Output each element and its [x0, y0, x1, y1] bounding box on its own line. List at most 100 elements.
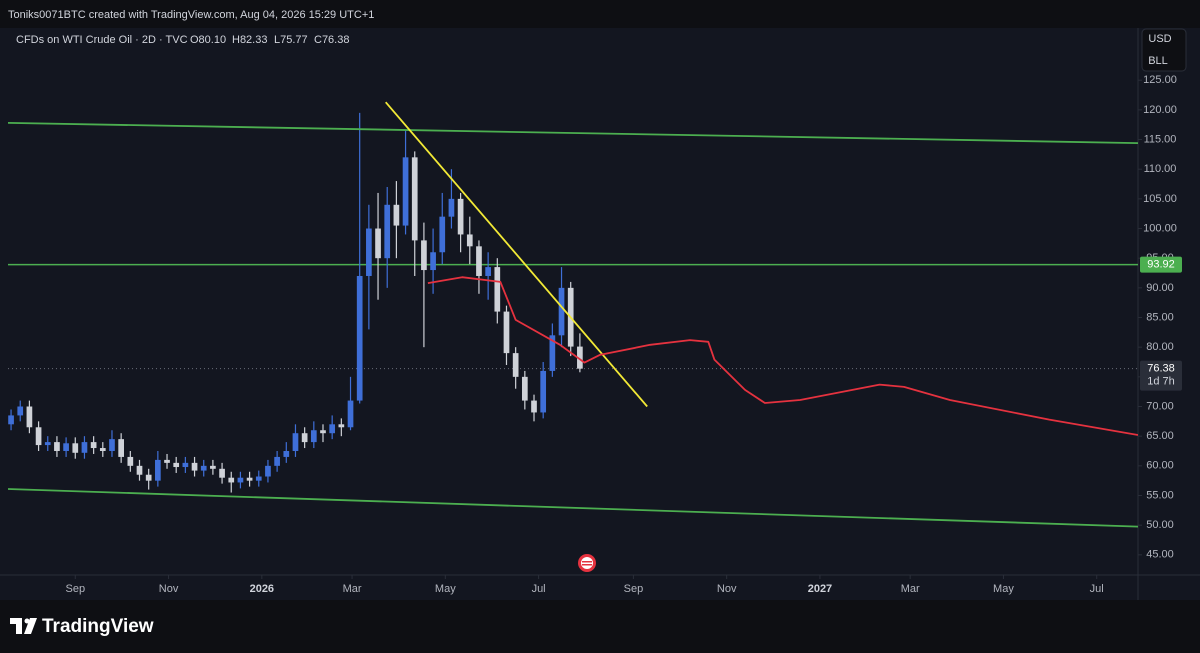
candle-body — [127, 456, 134, 466]
candle-body — [35, 427, 42, 446]
candle-body — [503, 311, 510, 354]
candle-body — [274, 456, 280, 466]
ohlc-low: L75.77 — [274, 34, 308, 46]
price-badge — [1140, 360, 1182, 391]
trend-line — [8, 488, 1138, 528]
candle-body — [182, 462, 189, 468]
candle-body — [356, 275, 363, 401]
candle-body — [558, 287, 565, 336]
currency[interactable]: USD — [1148, 33, 1171, 45]
y-tick-label: 110.00 — [1144, 163, 1177, 175]
y-tick-label: 55.00 — [1146, 489, 1174, 501]
candle-body — [26, 406, 33, 428]
candle-body — [329, 424, 336, 434]
candle-body — [109, 439, 115, 452]
candle-body — [448, 198, 455, 217]
x-tick-label: Mar — [343, 583, 362, 595]
y-tick-label: 45.00 — [1146, 549, 1174, 561]
candle-body — [99, 448, 106, 452]
candle-body — [246, 477, 253, 481]
candle-body — [549, 335, 556, 371]
x-tick-label: Mar — [901, 583, 920, 595]
candle-body — [228, 477, 235, 483]
candle-body — [164, 459, 170, 463]
x-tick-label: Sep — [624, 583, 644, 595]
candle-body — [145, 474, 152, 481]
candle-body — [310, 430, 317, 443]
candle-body — [237, 477, 244, 483]
chart-panel — [0, 28, 1200, 600]
candle-body — [430, 252, 436, 271]
candle-body — [81, 442, 88, 453]
candle-body — [301, 433, 308, 443]
line-badge-label: 93.92 — [1147, 259, 1175, 271]
price-badge-label: 76.38 — [1147, 363, 1175, 375]
candle-body — [393, 204, 400, 226]
logo-mark — [10, 618, 37, 634]
x-tick-label: May — [993, 583, 1014, 595]
candle-body — [466, 234, 473, 247]
x-tick-label: Nov — [717, 583, 737, 595]
header: Toniks0071BTC created with TradingView.c… — [8, 9, 374, 21]
y-tick-label: 115.00 — [1144, 133, 1177, 145]
y-tick-label: 65.00 — [1146, 430, 1174, 442]
candle-body — [283, 451, 290, 457]
candle-body — [457, 198, 464, 235]
countdown: 1d 7h — [1147, 376, 1175, 388]
candle-body — [439, 216, 446, 253]
candle-body — [521, 376, 528, 401]
brand[interactable]: TradingView — [42, 616, 154, 637]
plot-area — [8, 101, 1138, 528]
y-tick-label: 90.00 — [1146, 282, 1174, 294]
currency-box[interactable] — [1141, 28, 1187, 72]
candle-body — [347, 400, 354, 428]
x-tick-label: May — [435, 583, 456, 595]
y-tick-label: 50.00 — [1146, 519, 1174, 531]
candle-body — [63, 443, 69, 452]
x-tick-label: 2026 — [250, 583, 274, 595]
trend-line — [385, 101, 648, 408]
ohlc-open: O80.10 — [190, 34, 226, 46]
x-tick-label: Nov — [159, 583, 179, 595]
candle-body — [200, 465, 207, 471]
candle-body — [320, 430, 326, 434]
candle-body — [494, 267, 501, 312]
y-tick-label: 100.00 — [1143, 222, 1177, 234]
y-tick-label: 105.00 — [1143, 193, 1177, 205]
candle-body — [384, 204, 391, 259]
candle-body — [54, 442, 60, 452]
y-tick-label: 70.00 — [1146, 400, 1174, 412]
candle-body — [366, 228, 372, 276]
candle-body — [72, 443, 79, 453]
candle-body — [17, 406, 24, 416]
candle-body — [402, 157, 409, 226]
y-tick-label: 120.00 — [1143, 104, 1177, 116]
event-icon-stripe — [582, 564, 592, 566]
line-badge — [1140, 256, 1182, 273]
candle-body — [540, 370, 547, 413]
ohlc-high: H82.33 — [232, 34, 267, 46]
x-tick-label: Sep — [65, 583, 85, 595]
candle-body — [90, 442, 97, 449]
candle-body — [136, 465, 143, 475]
candle-body — [255, 476, 262, 481]
y-tick-label: 60.00 — [1146, 460, 1174, 472]
candle-body — [375, 228, 381, 259]
trend-line — [8, 122, 1138, 144]
candle-body — [265, 465, 271, 477]
candle-body — [485, 267, 491, 276]
candle-body — [476, 246, 482, 276]
logo[interactable]: TradingView — [10, 616, 154, 637]
candle-body — [531, 400, 537, 413]
candle-body — [173, 462, 180, 468]
trend-line — [427, 276, 1138, 436]
event-icon-flag[interactable] — [581, 557, 593, 569]
symbol: CFDs on WTI Crude Oil · 2D · TVC — [16, 34, 188, 46]
event-icon-stripe — [582, 561, 592, 563]
candle-body — [338, 424, 345, 428]
unit[interactable]: BLL — [1148, 55, 1168, 67]
events-icon[interactable] — [578, 554, 596, 572]
y-tick-label: 125.00 — [1143, 74, 1177, 86]
candle-body — [411, 157, 418, 241]
